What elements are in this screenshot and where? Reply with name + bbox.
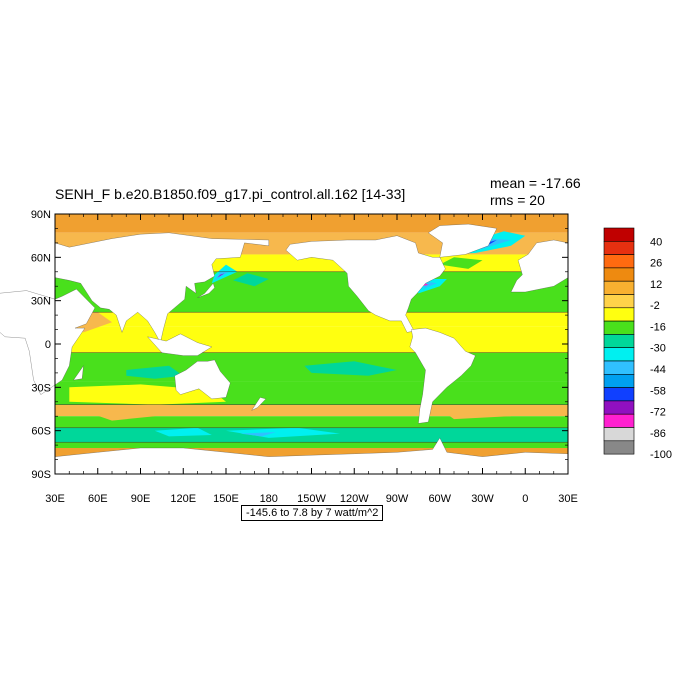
colorbar-box <box>603 347 635 362</box>
contour-region <box>240 432 276 437</box>
contour-region <box>233 273 269 287</box>
colorbar-box <box>603 320 635 335</box>
colorbar-box <box>603 373 635 388</box>
ocean-band <box>55 404 568 417</box>
colorbar-label: -16 <box>650 321 666 333</box>
x-tick-label: 120E <box>170 493 196 505</box>
x-tick-label: 60E <box>88 493 108 505</box>
x-tick-label: 180 <box>260 493 278 505</box>
colorbar-box <box>603 307 635 322</box>
landmass <box>147 333 213 356</box>
contour-region <box>217 273 225 278</box>
x-tick-label: 30E <box>45 493 65 505</box>
colorbar-box <box>603 400 635 415</box>
x-tick-label: 150W <box>297 493 326 505</box>
ocean-band <box>55 448 568 457</box>
colorbar-box <box>603 294 635 309</box>
landmass <box>73 365 84 381</box>
y-tick-label: 30N <box>31 296 51 308</box>
x-tick-label: 120W <box>340 493 369 505</box>
x-tick-label: 90W <box>386 493 409 505</box>
y-tick-label: 30S <box>31 382 51 394</box>
x-tick-label: 30E <box>558 493 578 505</box>
plot-title: SENH_F b.e20.B1850.f09_g17.pi_control.al… <box>55 186 406 202</box>
colorbar-label: -2 <box>650 300 660 312</box>
colorbar-box <box>603 334 635 348</box>
colorbar-box <box>603 227 635 242</box>
rms-stat: rms = 20 <box>490 192 545 208</box>
colorbar-box <box>603 280 635 295</box>
y-tick-label: 60N <box>31 252 51 264</box>
landmass <box>174 359 231 400</box>
colorbar-label: -58 <box>650 385 666 397</box>
colorbar-label: 40 <box>650 236 662 248</box>
colorbar-label: -30 <box>650 343 666 355</box>
x-tick-label: 90E <box>131 493 151 505</box>
colorbar-box <box>603 360 635 375</box>
ocean-band <box>55 312 568 327</box>
contour-region <box>304 361 397 376</box>
contour-region <box>214 271 229 281</box>
colorbar-label: -72 <box>650 407 666 419</box>
x-tick-label: 60W <box>428 493 451 505</box>
x-tick-label: 150E <box>213 493 239 505</box>
colorbar-box <box>603 241 635 255</box>
contour-region <box>154 427 212 437</box>
landmass <box>251 397 267 411</box>
landmass <box>428 223 498 258</box>
colorbar: 40 26 12 -2 -16 -30 -44 -58 -72 -86 -100 <box>603 227 672 461</box>
colorbar-box <box>603 427 635 442</box>
landmass <box>197 282 215 298</box>
colorbar-label: 12 <box>650 279 662 291</box>
landmass <box>285 235 446 333</box>
y-tick-label: 90S <box>31 469 51 481</box>
colorbar-label: -86 <box>650 428 666 440</box>
contour-info-box: -145.6 to 7.8 by 7 watt/m^2 <box>241 505 384 521</box>
contour-region <box>422 281 437 290</box>
ocean-band <box>55 326 568 353</box>
mean-stat: mean = -17.66 <box>490 175 581 191</box>
contour-region <box>90 410 155 421</box>
y-tick-label: 90N <box>31 209 51 221</box>
ocean-band <box>55 416 568 428</box>
colorbar-label: 26 <box>650 258 662 270</box>
axes: 90N 60N 30N 0 30S 60S 90S 30E 60E 90E 120E 150E 180 1… <box>31 209 578 505</box>
contour-region <box>439 407 511 420</box>
colorbar-box <box>603 267 635 282</box>
contour-region <box>439 257 483 269</box>
landmass <box>0 288 96 395</box>
colorbar-box <box>603 440 635 455</box>
ocean-band <box>55 442 568 448</box>
y-tick-label: 60S <box>31 426 51 438</box>
colorbar-label: -44 <box>650 364 666 376</box>
landmass <box>510 239 569 293</box>
colorbar-box <box>603 254 635 269</box>
colorbar-label: -100 <box>650 449 672 461</box>
y-tick-label: 0 <box>45 339 51 351</box>
colorbar-box <box>603 387 635 402</box>
colorbar-box <box>603 413 635 428</box>
landmass <box>409 327 476 424</box>
contour-region <box>126 365 184 379</box>
x-tick-label: 0 <box>522 493 528 505</box>
continents <box>0 223 569 475</box>
x-tick-label: 30W <box>471 493 494 505</box>
landmass <box>54 232 269 344</box>
contour-region <box>422 283 429 287</box>
